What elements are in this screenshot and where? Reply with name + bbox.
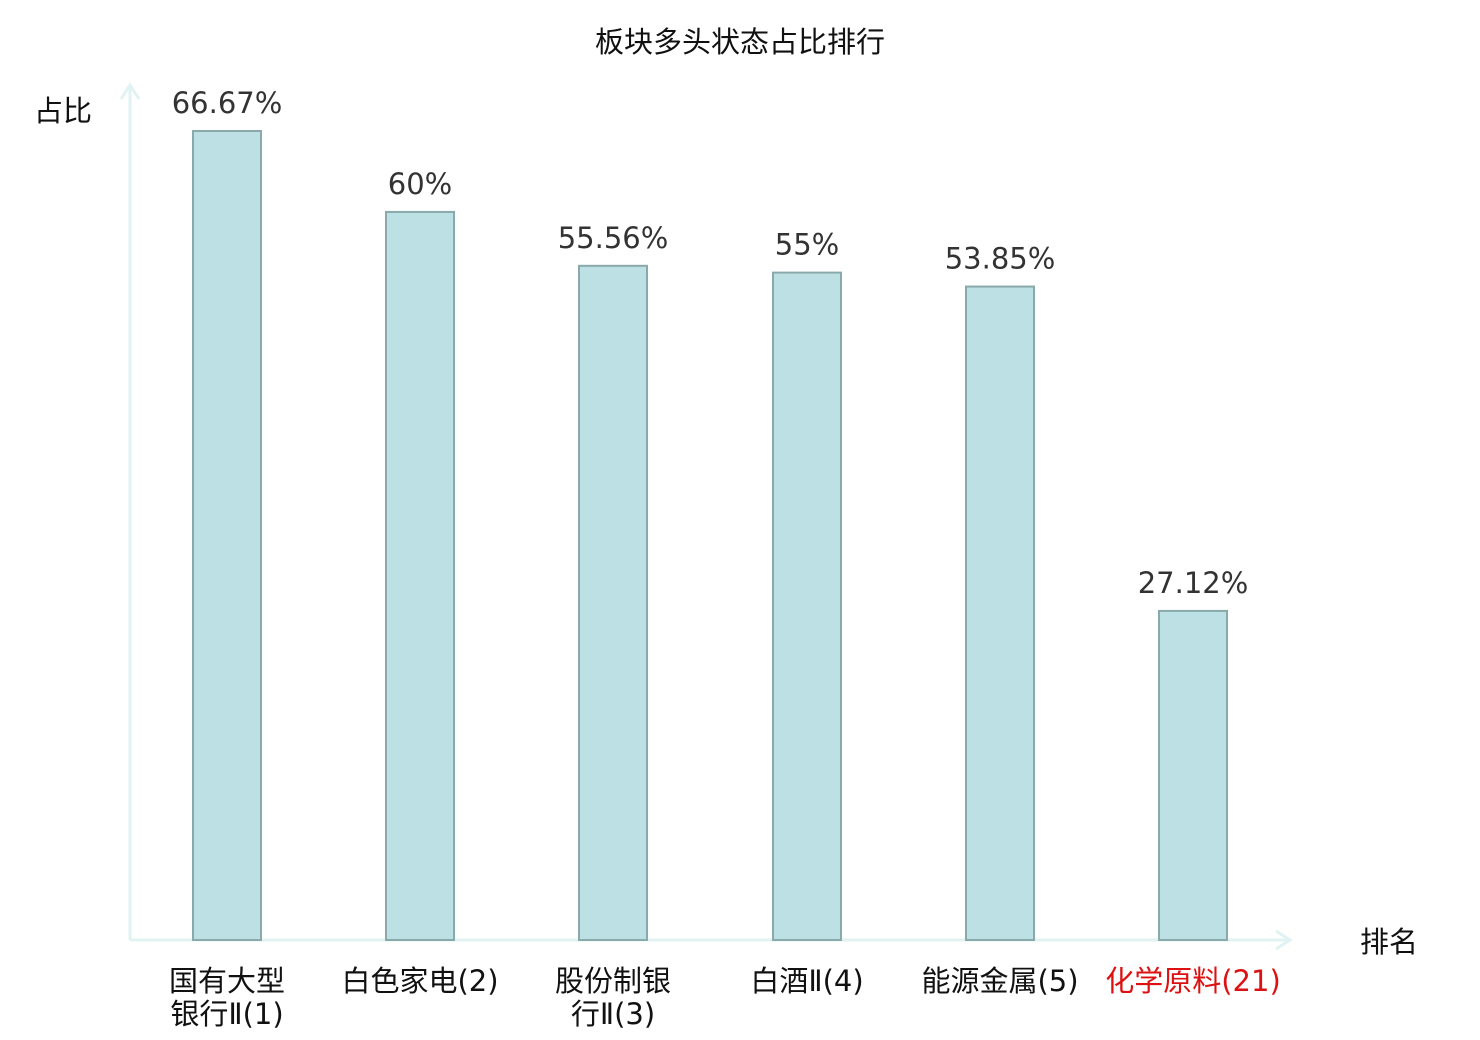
value-labels-group: 66.67% 60% 55.56% 55% 53.85% 27.12%: [172, 86, 1249, 600]
data-label: 53.85%: [945, 242, 1056, 276]
y-axis-arrow: [119, 82, 141, 100]
bar: [965, 285, 1035, 941]
bar: [772, 271, 842, 941]
category-label: 白酒Ⅱ(4): [750, 964, 864, 998]
data-label: 55%: [775, 228, 839, 262]
data-label: 66.67%: [172, 86, 283, 120]
bar: [1158, 609, 1228, 942]
data-label: 55.56%: [558, 221, 669, 255]
x-axis-label: 排名: [1360, 925, 1418, 959]
bar: [578, 264, 648, 941]
data-label: 60%: [388, 167, 452, 201]
y-axis-label: 占比: [34, 94, 92, 128]
bar: [385, 210, 455, 941]
bars-group: [192, 130, 1228, 942]
axes: [119, 82, 1293, 951]
chart-title: 板块多头状态占比排行: [595, 25, 885, 59]
category-label: 能源金属(5): [921, 964, 1079, 998]
category-label: 股份制银行Ⅱ(3): [554, 964, 671, 1031]
category-label: 国有大型银行Ⅱ(1): [168, 964, 285, 1031]
data-label: 27.12%: [1138, 566, 1249, 600]
x-axis-arrow: [1275, 929, 1293, 951]
category-label: 白色家电(2): [341, 964, 499, 998]
bar: [192, 130, 262, 941]
category-label: 化学原料(21): [1105, 964, 1281, 998]
